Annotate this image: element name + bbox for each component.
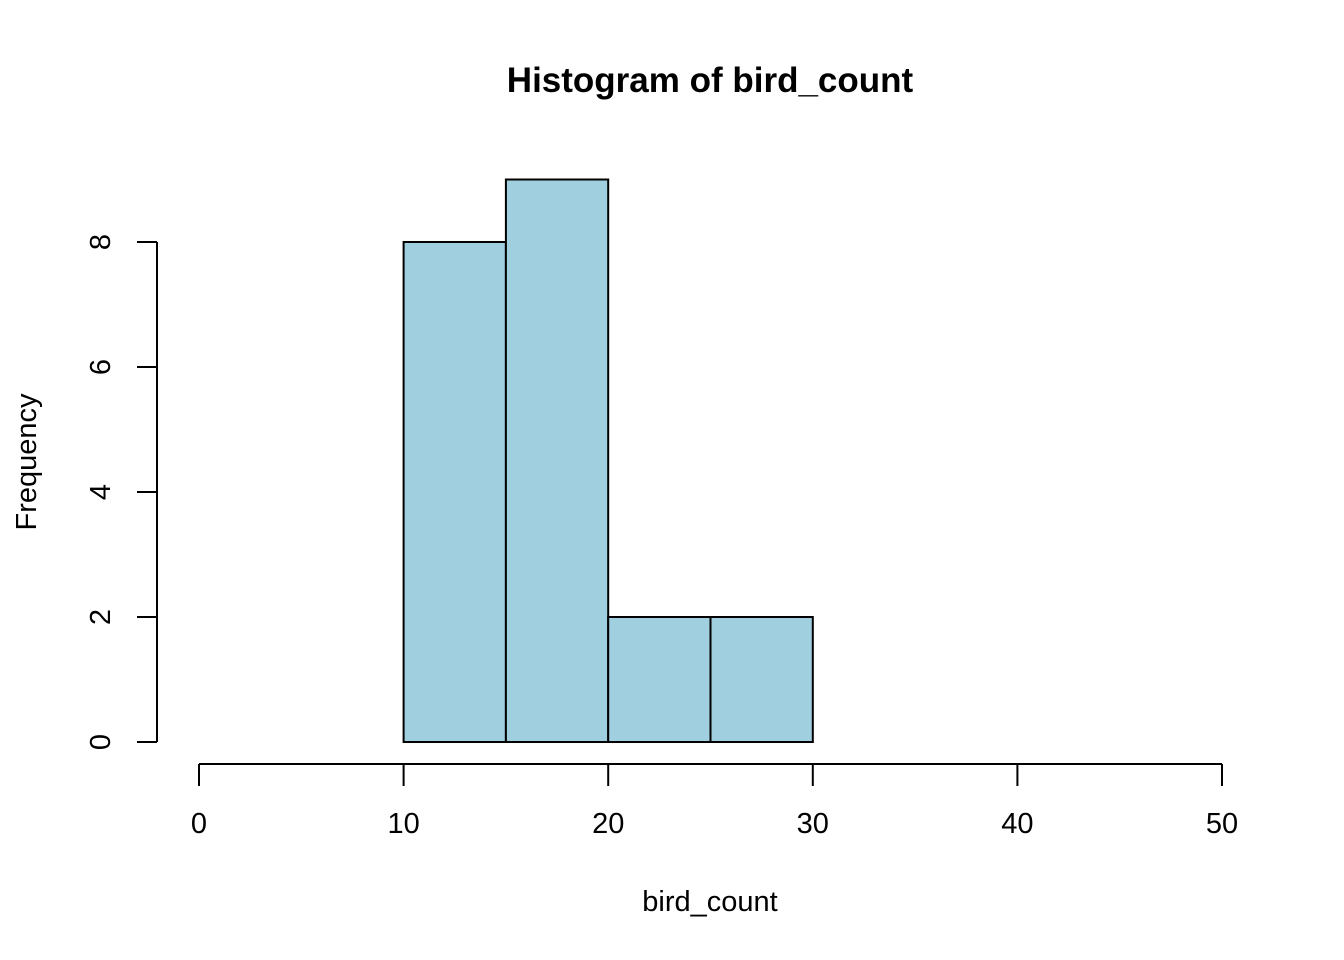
x-tick-label: 50 [1206,808,1238,840]
y-tick-label: 2 [85,609,117,625]
x-tick-label: 30 [797,808,829,840]
y-tick-label: 4 [85,484,117,500]
bars-group [402,178,814,743]
histogram-bar-0 [402,241,507,743]
x-tick-label: 20 [592,808,624,840]
x-tick-label: 10 [387,808,419,840]
x-axis: 0 10 20 30 40 50 [191,763,1238,840]
y-axis-label: Frequency [11,393,43,531]
histogram-bar-1 [504,178,610,743]
x-axis-label: bird_count [642,886,777,918]
y-tick-label: 6 [85,359,117,375]
histogram-bar-3 [709,616,814,743]
y-axis: 0 2 4 6 8 [85,234,158,750]
histogram-bar-2 [607,616,712,743]
chart-title: Histogram of bird_count [507,61,914,100]
y-tick-label: 0 [85,734,117,750]
x-tick-label: 0 [191,808,207,840]
x-tick-label: 40 [1001,808,1033,840]
y-tick-label: 8 [85,234,117,250]
